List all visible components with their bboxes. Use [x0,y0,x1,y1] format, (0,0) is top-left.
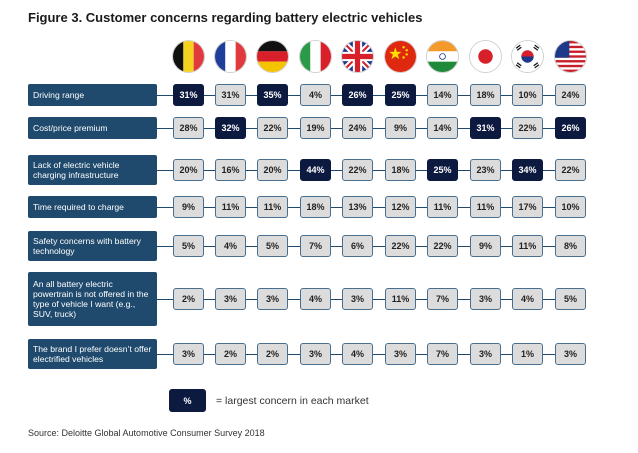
france-flag-icon [215,41,246,72]
value-cell: 3% [385,343,416,365]
value-cell: 26% [555,117,586,139]
value-cell: 14% [427,84,458,106]
value-cell: 3% [342,288,373,310]
value-cell: 3% [173,343,204,365]
source-note: Source: Deloitte Global Automotive Consu… [28,428,265,438]
value-cell: 3% [470,343,501,365]
value-cell: 22% [257,117,288,139]
germany-flag-icon [257,41,288,72]
value-cell: 34% [512,159,543,181]
south-korea-flag-icon [512,41,543,72]
value-cell: 3% [470,288,501,310]
value-cell: 24% [555,84,586,106]
legend-swatch: % [169,389,206,412]
value-cell: 3% [257,288,288,310]
value-cell: 20% [257,159,288,181]
value-cell: 17% [512,196,543,218]
value-cell: 5% [173,235,204,257]
value-cell: 25% [427,159,458,181]
value-cell: 11% [512,235,543,257]
value-cell: 35% [257,84,288,106]
uk-flag-icon [342,41,373,72]
value-cell: 9% [470,235,501,257]
value-cell: 1% [512,343,543,365]
row-label: Cost/price premium [28,117,157,139]
value-cell: 4% [342,343,373,365]
japan-flag-icon [470,41,501,72]
value-cell: 24% [342,117,373,139]
row-label: Time required to charge [28,196,157,218]
value-cell: 22% [385,235,416,257]
value-cell: 9% [173,196,204,218]
value-cell: 18% [385,159,416,181]
value-cell: 22% [427,235,458,257]
value-cell: 31% [173,84,204,106]
value-cell: 11% [470,196,501,218]
value-cell: 12% [385,196,416,218]
value-cell: 22% [555,159,586,181]
value-cell: 22% [512,117,543,139]
value-cell: 2% [257,343,288,365]
value-cell: 4% [512,288,543,310]
legend-text: = largest concern in each market [216,395,369,407]
value-cell: 2% [173,288,204,310]
belgium-flag-icon [173,41,204,72]
value-cell: 11% [257,196,288,218]
figure-title: Figure 3. Customer concerns regarding ba… [28,10,423,25]
value-cell: 10% [512,84,543,106]
value-cell: 3% [215,288,246,310]
row-label: Safety concerns with battery technology [28,231,157,261]
value-cell: 9% [385,117,416,139]
value-cell: 4% [215,235,246,257]
value-cell: 25% [385,84,416,106]
value-cell: 18% [470,84,501,106]
value-cell: 4% [300,288,331,310]
china-flag-icon [385,41,416,72]
value-cell: 7% [427,343,458,365]
value-cell: 11% [215,196,246,218]
value-cell: 28% [173,117,204,139]
row-label: Lack of electric vehicle charging infras… [28,155,157,185]
value-cell: 19% [300,117,331,139]
value-cell: 4% [300,84,331,106]
value-cell: 13% [342,196,373,218]
row-label: An all battery electric powertrain is no… [28,272,157,326]
usa-flag-icon [555,41,586,72]
row-label: The brand I prefer doesn’t offer electri… [28,339,157,369]
value-cell: 16% [215,159,246,181]
india-flag-icon [427,41,458,72]
value-cell: 7% [300,235,331,257]
italy-flag-icon [300,41,331,72]
value-cell: 31% [470,117,501,139]
value-cell: 10% [555,196,586,218]
value-cell: 7% [427,288,458,310]
value-cell: 32% [215,117,246,139]
value-cell: 20% [173,159,204,181]
value-cell: 14% [427,117,458,139]
value-cell: 22% [342,159,373,181]
value-cell: 18% [300,196,331,218]
value-cell: 11% [385,288,416,310]
value-cell: 6% [342,235,373,257]
value-cell: 3% [555,343,586,365]
value-cell: 44% [300,159,331,181]
value-cell: 5% [257,235,288,257]
value-cell: 2% [215,343,246,365]
value-cell: 23% [470,159,501,181]
value-cell: 3% [300,343,331,365]
value-cell: 5% [555,288,586,310]
value-cell: 8% [555,235,586,257]
value-cell: 11% [427,196,458,218]
value-cell: 26% [342,84,373,106]
row-label: Driving range [28,84,157,106]
value-cell: 31% [215,84,246,106]
